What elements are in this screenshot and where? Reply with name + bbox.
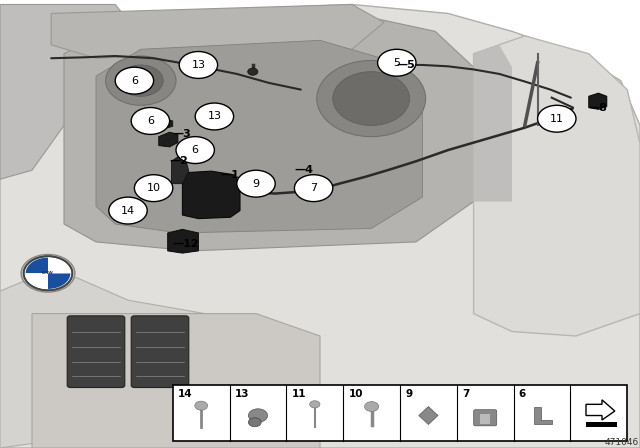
Polygon shape: [474, 36, 640, 336]
Polygon shape: [159, 132, 178, 147]
Polygon shape: [172, 157, 189, 184]
Polygon shape: [474, 45, 512, 202]
Polygon shape: [168, 229, 198, 253]
FancyBboxPatch shape: [250, 181, 269, 193]
Wedge shape: [48, 273, 70, 289]
Bar: [586, 422, 617, 426]
Circle shape: [131, 108, 170, 134]
Circle shape: [24, 256, 72, 290]
Text: —2: —2: [170, 156, 188, 166]
Text: 6: 6: [519, 389, 526, 399]
Text: 14: 14: [121, 206, 135, 215]
Circle shape: [294, 175, 333, 202]
Text: 10: 10: [348, 389, 363, 399]
Polygon shape: [182, 171, 240, 219]
Wedge shape: [48, 258, 70, 273]
Text: —8: —8: [589, 103, 607, 112]
Text: 7: 7: [310, 183, 317, 193]
Circle shape: [176, 137, 214, 164]
FancyBboxPatch shape: [474, 409, 497, 426]
Circle shape: [106, 56, 176, 105]
FancyBboxPatch shape: [67, 316, 125, 388]
Circle shape: [109, 197, 147, 224]
Circle shape: [179, 52, 218, 78]
Polygon shape: [51, 4, 384, 58]
Bar: [480, 414, 490, 424]
Bar: [173, 385, 627, 441]
Polygon shape: [0, 4, 640, 448]
Polygon shape: [96, 40, 422, 233]
Circle shape: [195, 103, 234, 130]
Text: 11: 11: [292, 389, 306, 399]
Text: —1: —1: [221, 170, 239, 180]
Circle shape: [248, 68, 258, 75]
Polygon shape: [0, 4, 141, 179]
Polygon shape: [32, 314, 320, 448]
Text: 5: 5: [394, 58, 400, 68]
Wedge shape: [26, 273, 48, 289]
Circle shape: [195, 401, 207, 410]
Text: 471046: 471046: [604, 438, 639, 447]
Text: 6: 6: [147, 116, 154, 126]
Wedge shape: [26, 258, 48, 273]
Polygon shape: [159, 119, 173, 129]
Circle shape: [333, 72, 410, 125]
Text: 13: 13: [207, 112, 221, 121]
Circle shape: [115, 67, 154, 94]
Text: —12: —12: [173, 239, 200, 249]
Text: 7: 7: [462, 389, 469, 399]
FancyBboxPatch shape: [307, 178, 326, 190]
FancyBboxPatch shape: [131, 316, 189, 388]
Text: 14: 14: [178, 389, 193, 399]
Circle shape: [248, 409, 268, 422]
Polygon shape: [64, 13, 474, 251]
Text: BMW: BMW: [42, 271, 54, 275]
Circle shape: [118, 65, 163, 96]
Polygon shape: [419, 407, 438, 425]
Text: —3: —3: [173, 129, 191, 139]
Polygon shape: [589, 93, 607, 109]
Text: —4: —4: [294, 165, 314, 175]
Circle shape: [310, 401, 320, 408]
Text: 13: 13: [235, 389, 249, 399]
Text: 11: 11: [550, 114, 564, 124]
Polygon shape: [534, 407, 552, 425]
Circle shape: [378, 49, 416, 76]
Text: 9: 9: [252, 179, 260, 189]
Polygon shape: [0, 278, 224, 448]
Text: 9: 9: [405, 389, 412, 399]
Circle shape: [21, 254, 75, 292]
Text: 6: 6: [192, 145, 198, 155]
Circle shape: [365, 401, 379, 411]
Circle shape: [248, 418, 261, 426]
Text: —5: —5: [397, 60, 415, 70]
Circle shape: [134, 175, 173, 202]
Text: 13: 13: [191, 60, 205, 70]
Text: 10: 10: [147, 183, 161, 193]
Circle shape: [538, 105, 576, 132]
Circle shape: [317, 60, 426, 137]
Circle shape: [237, 170, 275, 197]
Text: 6: 6: [131, 76, 138, 86]
